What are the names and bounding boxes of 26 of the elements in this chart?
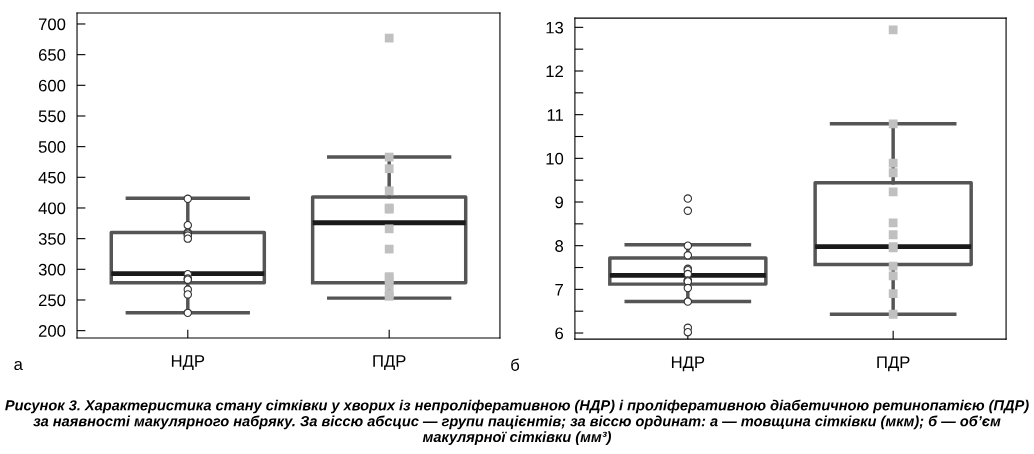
y-tick-label: 600	[38, 79, 66, 92]
y-tick-label: 11	[547, 109, 563, 121]
text: Рисунок 3. Характеристика стану сітківки у хворих із непроліферативною (НДР) і проліферативною діабетичною ретинопатією (ПДР) за наявності макулярного набряку. За віссю абсцис — групи пацієнтів; за віссю ординат: а — товщина сітківки (мкм); б — об’єм макулярної сітківки (мм³)	[5, 399, 1029, 445]
y-tick-label: 350	[38, 233, 66, 245]
y-tick-label: 250	[38, 294, 66, 307]
y-tick-label: 400	[38, 202, 66, 215]
y-tick-label: 650	[38, 49, 66, 61]
y-tick-label: 7	[555, 283, 563, 296]
y-tick-label: 6	[555, 327, 564, 340]
y-tick-label: 13	[546, 21, 564, 34]
text: а	[14, 360, 23, 371]
y-tick-label: 550	[38, 110, 66, 123]
y-tick-label: 300	[38, 263, 66, 276]
y-tick-label: 500	[38, 141, 66, 153]
x-tick-label: ПДР	[877, 356, 910, 372]
x-tick-label: ПДР	[373, 355, 406, 371]
x-tick-label: НДР	[171, 355, 205, 371]
y-tick-label: 700	[38, 18, 66, 31]
y-tick-label: 9	[555, 196, 563, 209]
y-tick-label: 8	[555, 240, 564, 252]
y-tick-label: 450	[38, 171, 66, 184]
x-tick-label: НДР	[671, 356, 705, 372]
y-tick-label: 200	[38, 325, 66, 337]
text: б	[511, 358, 520, 371]
y-tick-label: 12	[546, 65, 563, 78]
y-tick-label: 10	[546, 152, 564, 165]
